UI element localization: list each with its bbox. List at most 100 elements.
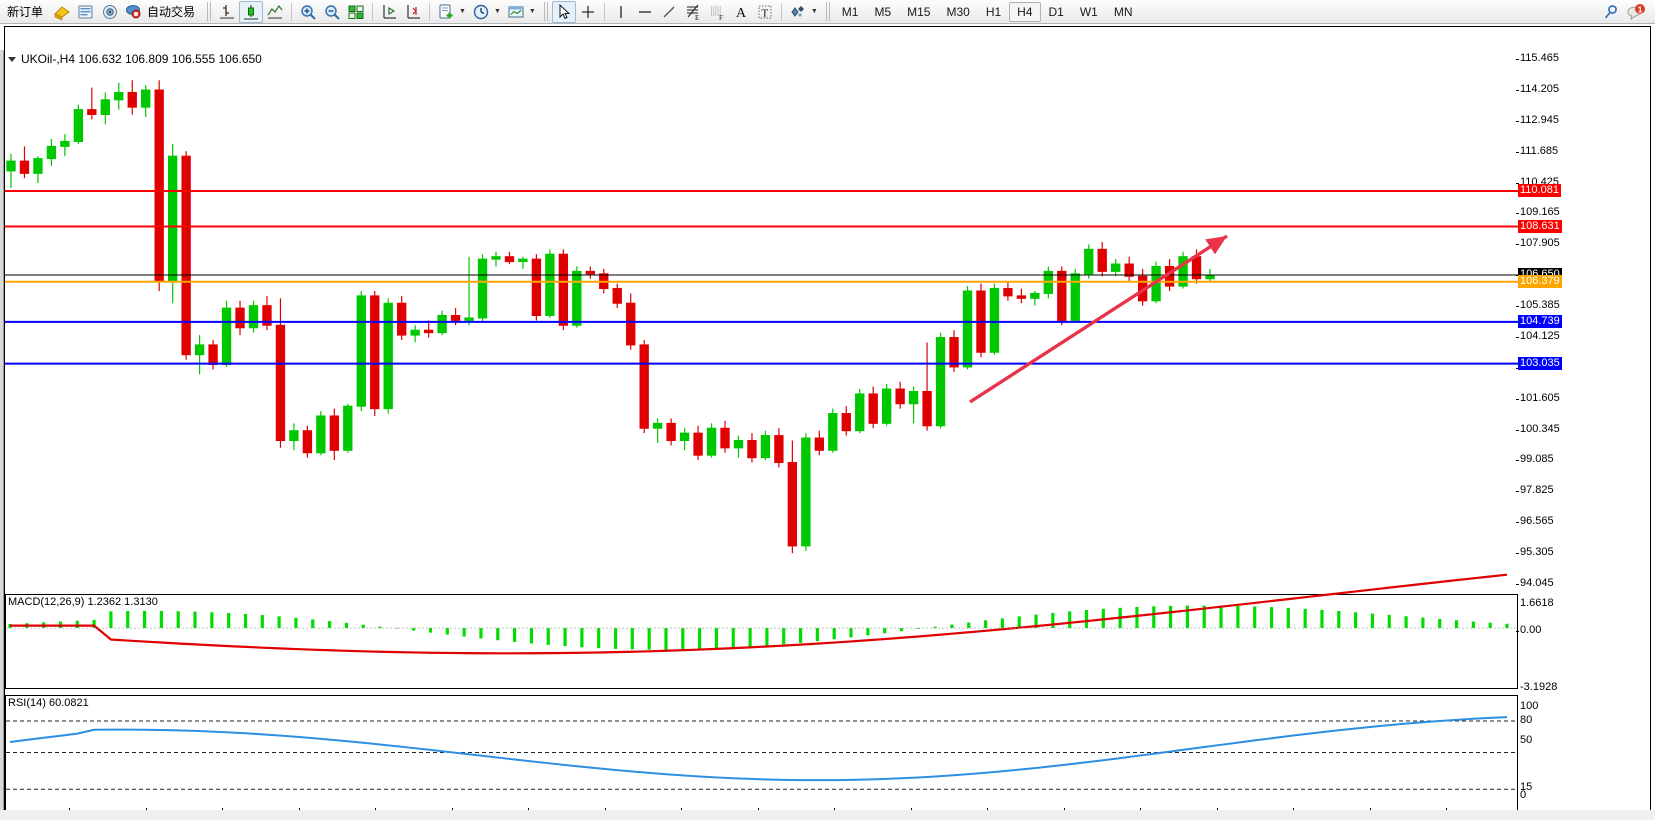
autotrading-label: 自动交易 <box>147 5 196 19</box>
fibo-channel-icon[interactable]: F <box>705 1 729 23</box>
tile-windows-icon[interactable] <box>344 1 368 23</box>
timeframe-m5[interactable]: M5 <box>874 4 892 19</box>
svg-text:F: F <box>719 14 723 21</box>
new-order-label: 新订单 <box>7 5 44 19</box>
price-marker-support[interactable]: 104.739 <box>1518 314 1562 328</box>
price-axis-tick: 112.945 <box>1516 113 1559 126</box>
toolbar-separator-5 <box>780 2 782 21</box>
uptrend-arrow[interactable] <box>5 51 1518 588</box>
price-axis-tick: 100.345 <box>1516 422 1560 435</box>
horizontal-line-icon[interactable] <box>633 1 657 23</box>
price-axis[interactable]: 115.465 114.205 112.945 111.685 110.425 109.1… <box>1515 51 1650 812</box>
navigator-icon[interactable] <box>98 1 122 23</box>
fibonacci-icon[interactable]: E <box>681 1 705 23</box>
chart-symbol-text: UKOil-,H4 106.632 106.809 106.555 106.65… <box>21 52 262 66</box>
period-icon[interactable] <box>469 1 493 23</box>
price-pane[interactable] <box>5 51 1518 588</box>
templates-dropdown-caret[interactable]: ▼ <box>528 7 536 15</box>
price-marker-resistance[interactable]: 108.631 <box>1518 219 1562 233</box>
indicators-icon[interactable] <box>434 1 458 23</box>
price-axis-tick: 107.905 <box>1516 237 1560 250</box>
timeframe-mn[interactable]: MN <box>1113 4 1133 19</box>
crosshair-icon[interactable] <box>576 1 600 23</box>
price-axis-tick: 114.205 <box>1516 82 1559 95</box>
data-window-icon[interactable] <box>74 1 98 23</box>
zoom-out-icon[interactable] <box>320 1 344 23</box>
rsi-axis-tick: 15 <box>1520 781 1533 793</box>
price-marker-support[interactable]: 103.035 <box>1518 356 1562 370</box>
price-axis-tick: 105.385 <box>1516 299 1560 312</box>
rsi-label: RSI(14) 60.0821 <box>8 697 89 709</box>
shapes-dropdown-caret[interactable]: ▼ <box>810 7 818 15</box>
alerts-badge-count: 1 <box>1638 4 1643 14</box>
price-axis-tick: 115.465 <box>1516 52 1559 64</box>
templates-icon[interactable] <box>504 1 528 23</box>
macd-axis-tick: -3.1928 <box>1520 681 1558 693</box>
price-axis-tick: 97.825 <box>1516 484 1554 497</box>
price-axis-tick: 111.685 <box>1515 144 1559 157</box>
timeframe-h1[interactable]: H1 <box>985 4 1002 19</box>
price-axis-tick: 104.125 <box>1516 329 1560 342</box>
autotrading-button[interactable]: 自动交易 <box>122 1 202 23</box>
toolbar-separator-1 <box>291 2 293 21</box>
timeframe-m30[interactable]: M30 <box>946 4 970 19</box>
timeframe-m15[interactable]: M15 <box>907 4 931 19</box>
rsi-plot <box>6 716 1517 790</box>
status-bar <box>0 810 1655 820</box>
alerts-icon[interactable]: 1 <box>1623 1 1649 23</box>
bar-chart-icon[interactable] <box>215 1 239 23</box>
indicators-dropdown-caret[interactable]: ▼ <box>459 7 466 15</box>
price-marker-pivot[interactable]: 106.379 <box>1518 274 1562 288</box>
svg-text:E: E <box>695 14 699 21</box>
svg-text:T: T <box>761 7 768 19</box>
trend-line-icon[interactable] <box>657 1 681 23</box>
toolbar-grip-charts[interactable] <box>205 2 213 21</box>
rsi-axis-tick: 50 <box>1520 734 1533 746</box>
zoom-in-icon[interactable] <box>296 1 320 23</box>
price-axis-tick: 109.165 <box>1516 206 1560 219</box>
text-label-icon[interactable]: T <box>753 1 777 23</box>
toolbar-separator-3 <box>429 2 431 21</box>
chart-symbol-header: UKOil-,H4 106.632 106.809 106.555 106.65… <box>8 52 262 66</box>
expert-advisor-icon[interactable] <box>50 1 74 23</box>
price-level-lines <box>5 189 1518 365</box>
macd-label: MACD(12,26,9) 1.2362 1.3130 <box>8 596 158 608</box>
price-axis-tick: 101.605 <box>1516 391 1560 404</box>
cursor-icon[interactable] <box>551 0 576 23</box>
timeframe-h4[interactable]: H4 <box>1009 1 1041 22</box>
svg-text:A: A <box>736 6 747 21</box>
macd-axis-tick: 0.00 <box>1515 624 1542 636</box>
rsi-pane[interactable] <box>5 695 1518 812</box>
toolbar-separator-2 <box>372 2 374 21</box>
text-icon[interactable]: A <box>729 1 753 23</box>
auto-scroll-icon[interactable] <box>401 1 425 23</box>
rsi-axis-tick: 100 <box>1520 700 1539 712</box>
macd-plot <box>6 573 1517 655</box>
timeframe-m1[interactable]: M1 <box>841 4 859 19</box>
vertical-line-icon[interactable] <box>609 1 633 23</box>
macd-pane[interactable] <box>5 573 1518 689</box>
rsi-axis-tick: 80 <box>1520 714 1533 726</box>
chart-shift-icon[interactable] <box>377 1 401 23</box>
line-chart-icon[interactable] <box>263 1 287 23</box>
timeframe-d1[interactable]: D1 <box>1048 4 1064 19</box>
macd-axis-tick: 1.6618 <box>1520 597 1554 609</box>
shapes-icon[interactable] <box>786 1 810 23</box>
chart-menu-caret-icon[interactable] <box>8 56 16 62</box>
price-marker-resistance[interactable]: 110.081 <box>1518 183 1561 197</box>
candlestick-chart-icon[interactable] <box>239 0 264 23</box>
search-icon[interactable] <box>1599 1 1623 23</box>
toolbar-separator-4 <box>603 2 605 21</box>
price-axis-tick: 94.045 <box>1516 577 1554 589</box>
toolbar-grip-timeframes[interactable] <box>823 2 831 21</box>
new-order-button[interactable]: 新订单 <box>0 1 50 23</box>
main-toolbar: 新订单 <box>0 0 1655 24</box>
rsi-axis-tick: 0 <box>1520 789 1527 801</box>
period-dropdown-caret[interactable]: ▼ <box>493 7 501 15</box>
timeframe-w1[interactable]: W1 <box>1079 4 1098 19</box>
chart-panel[interactable]: UKOil-,H4 106.632 106.809 106.555 106.65… <box>0 24 1655 820</box>
price-axis-tick: 95.305 <box>1516 546 1554 559</box>
toolbar-grip-tools[interactable] <box>541 2 549 21</box>
price-axis-tick: 99.085 <box>1516 453 1554 466</box>
chart-scroll-left[interactable] <box>0 50 4 820</box>
